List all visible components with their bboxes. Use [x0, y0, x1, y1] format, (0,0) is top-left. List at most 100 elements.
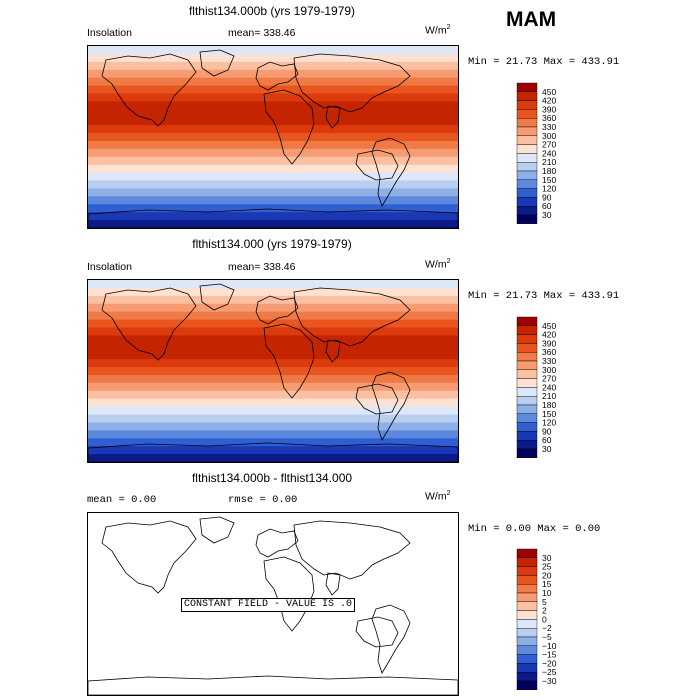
- colorbar-swatch: [516, 395, 538, 406]
- panel-2-colorbar-plot: 4504203903603303002702402101801501209060…: [516, 316, 556, 458]
- colorbar-swatch: [516, 422, 538, 432]
- coastline: [255, 295, 299, 325]
- coastline: [101, 520, 197, 594]
- colorbar-swatch: [516, 584, 538, 594]
- colorbar-tick-label: 20: [542, 570, 552, 580]
- panel-2-colorbar: 450 420 390 360 330 300 270 240 210 180 150 120 90 60…: [515, 316, 575, 458]
- colorbar-swatch: [516, 610, 538, 620]
- colorbar-tick-label: 15: [542, 579, 552, 589]
- coastline: [88, 442, 458, 462]
- latitude-band: [88, 101, 458, 110]
- coastline: [371, 137, 411, 207]
- colorbar-swatch: [516, 109, 538, 119]
- panel-3-colorbar: 30 25 20 15 10 5 2 0 −2 −5 −10 −15 −20 −25 −30: [515, 548, 575, 690]
- colorbar-tick-label: 240: [542, 382, 556, 392]
- panel-2-variable-label: Insolation: [87, 261, 132, 273]
- colorbar-swatch: [516, 161, 538, 172]
- latitude-band: [88, 204, 458, 213]
- coastline: [371, 371, 411, 441]
- colorbar-tick-label: 150: [542, 409, 556, 419]
- latitude-band: [88, 77, 458, 87]
- colorbar-swatch: [516, 627, 538, 638]
- latitude-band: [88, 319, 458, 328]
- colorbar-swatch: [516, 566, 538, 576]
- colorbar-tick-label: −15: [542, 650, 557, 660]
- coastline: [371, 604, 411, 674]
- colorbar-tick-label: −10: [542, 641, 557, 651]
- panel-3-rmse-label: rmse = 0.00: [228, 494, 298, 506]
- panel-2-units: W/m2: [425, 258, 451, 271]
- colorbar-swatch: [516, 387, 538, 397]
- colorbar-swatch: [516, 360, 538, 371]
- latitude-band: [88, 46, 458, 55]
- colorbar-swatch: [516, 82, 538, 93]
- panel-2-minmax: Min = 21.73 Max = 433.91: [468, 290, 620, 302]
- coastline: [101, 53, 197, 127]
- colorbar-swatch: [516, 126, 538, 137]
- colorbar-tick-label: 390: [542, 338, 556, 348]
- coastline: [199, 516, 235, 544]
- coastline: [325, 572, 341, 596]
- colorbar-swatch: [516, 431, 538, 441]
- coastline: [88, 675, 458, 695]
- colorbar-tick-label: 300: [542, 131, 556, 141]
- coastline: [263, 556, 315, 632]
- colorbar-tick-label: 30: [542, 210, 552, 220]
- coastline: [263, 323, 315, 399]
- colorbar-swatch: [516, 188, 538, 198]
- colorbar-swatch: [516, 100, 538, 110]
- colorbar-swatch: [516, 619, 538, 629]
- panel-1-title: flthist134.000b (yrs 1979-1979): [188, 4, 356, 18]
- latitude-band: [88, 374, 458, 384]
- colorbar-tick-label: 210: [542, 157, 556, 167]
- colorbar-tick-label: −30: [542, 676, 557, 686]
- coastline: [293, 520, 411, 580]
- latitude-band: [88, 367, 458, 376]
- colorbar-tick-label: 90: [542, 192, 552, 202]
- colorbar-swatch: [516, 334, 538, 344]
- coastline: [355, 383, 399, 415]
- latitude-band: [88, 327, 458, 336]
- latitude-band: [88, 69, 458, 79]
- panel-3-units: W/m2: [425, 490, 451, 503]
- colorbar-tick-label: 270: [542, 374, 556, 384]
- colorbar-tick-label: −25: [542, 667, 557, 677]
- panel-1-map: [87, 45, 459, 229]
- coastline: [199, 49, 235, 77]
- colorbar-swatch: [516, 654, 538, 664]
- colorbar-swatch: [516, 575, 538, 585]
- latitude-band: [88, 343, 458, 352]
- coastline: [263, 89, 315, 165]
- colorbar-swatch: [516, 135, 538, 145]
- colorbar-swatch: [516, 592, 538, 603]
- colorbar-swatch: [516, 671, 538, 682]
- colorbar-swatch: [516, 316, 538, 327]
- panel-3-minmax: Min = 0.00 Max = 0.00: [468, 523, 601, 535]
- colorbar-swatch: [516, 343, 538, 353]
- colorbar-swatch: [516, 214, 538, 224]
- colorbar-tick-label: 180: [542, 166, 556, 176]
- panel-2-mean-label: mean= 338.46: [228, 261, 296, 273]
- latitude-band: [88, 53, 458, 63]
- latitude-band: [88, 414, 458, 423]
- coastline: [199, 283, 235, 311]
- colorbar-swatch: [516, 601, 538, 611]
- colorbar-tick-label: 2: [542, 606, 547, 616]
- panel-1-map-plot: [88, 46, 458, 228]
- latitude-band: [88, 430, 458, 439]
- colorbar-swatch: [516, 413, 538, 423]
- colorbar-tick-label: 120: [542, 184, 556, 194]
- panel-1-mean-label: mean= 338.46: [228, 27, 296, 39]
- latitude-band: [88, 280, 458, 289]
- colorbar-swatch: [516, 325, 538, 335]
- latitude-band: [88, 196, 458, 205]
- latitude-band: [88, 172, 458, 182]
- panel-3-map: CONSTANT FIELD - VALUE IS .0: [87, 512, 459, 696]
- colorbar-tick-label: 60: [542, 435, 552, 445]
- colorbar-swatch: [516, 448, 538, 458]
- colorbar-swatch: [516, 404, 538, 415]
- colorbar-tick-label: 180: [542, 400, 556, 410]
- latitude-band: [88, 422, 458, 431]
- latitude-band: [88, 212, 458, 221]
